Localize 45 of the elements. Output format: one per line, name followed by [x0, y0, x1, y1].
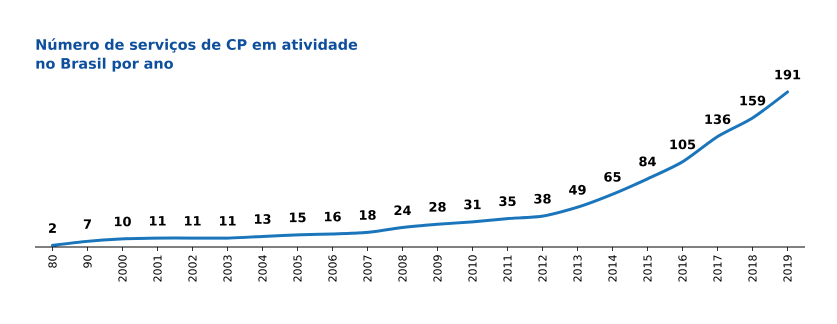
data-label: 105 — [670, 139, 696, 150]
x-tick-label: 2009 — [433, 255, 442, 282]
data-label: 35 — [499, 196, 516, 206]
data-label: 65 — [604, 172, 621, 182]
data-label: 10 — [114, 216, 131, 226]
x-tick-label: 2010 — [468, 255, 477, 282]
data-label: 13 — [254, 214, 270, 224]
data-label: 11 — [150, 216, 166, 226]
data-label: 191 — [775, 70, 800, 80]
chart-title: Número de serviços de CP em atividade no Brasil por ano — [36, 38, 358, 72]
data-label: 15 — [290, 212, 306, 222]
data-label: 7 — [84, 219, 91, 229]
x-tick-label: 80 — [48, 255, 57, 268]
x-tick-label: 2014 — [608, 255, 617, 282]
x-tick-label: 2005 — [293, 255, 302, 282]
data-label: 24 — [394, 205, 411, 215]
x-tick-label: 2003 — [223, 255, 232, 282]
x-tick-label: 2013 — [573, 255, 582, 282]
data-label: 159 — [740, 96, 766, 106]
data-label: 136 — [705, 114, 730, 124]
x-tick-label: 2011 — [503, 256, 512, 282]
data-label: 18 — [360, 210, 376, 220]
x-tick-label: 2002 — [188, 256, 197, 282]
x-tick-label: 2012 — [538, 256, 547, 282]
data-label: 84 — [639, 156, 656, 166]
x-tick-label: 2007 — [363, 255, 372, 282]
data-label: 16 — [324, 212, 341, 222]
data-label: 2 — [49, 223, 56, 233]
x-tick-label: 2006 — [328, 255, 337, 282]
x-tick-label: 2000 — [118, 255, 127, 282]
x-tick-label: 2018 — [748, 255, 757, 282]
data-label: 11 — [220, 216, 236, 226]
x-tick-label: 2001 — [153, 256, 162, 282]
data-label: 38 — [534, 194, 551, 204]
x-tick-label: 90 — [83, 255, 92, 268]
data-label: 49 — [569, 184, 586, 195]
x-tick-label: 2016 — [678, 255, 687, 282]
x-tick-label: 2004 — [258, 255, 267, 282]
data-label: 31 — [464, 200, 481, 210]
x-tick-label: 2017 — [713, 255, 722, 282]
data-label: 11 — [184, 216, 201, 226]
x-tick-label: 2019 — [783, 255, 792, 282]
data-label: 28 — [430, 202, 446, 212]
x-tick-label: 2008 — [398, 255, 407, 282]
x-tick-label: 2015 — [643, 255, 652, 282]
